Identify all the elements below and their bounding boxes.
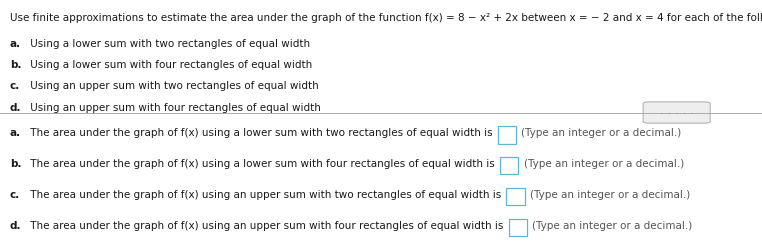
Text: Use finite approximations to estimate the area under the graph of the function f: Use finite approximations to estimate th… (10, 13, 762, 23)
Text: Using a lower sum with four rectangles of equal width: Using a lower sum with four rectangles o… (27, 60, 312, 70)
Text: a.: a. (10, 39, 21, 49)
Text: Using an upper sum with two rectangles of equal width: Using an upper sum with two rectangles o… (27, 81, 319, 91)
Text: Using a lower sum with two rectangles of equal width: Using a lower sum with two rectangles of… (27, 39, 310, 49)
Text: . . . . .: . . . . . (660, 110, 693, 115)
Text: The area under the graph of f(x) using an upper sum with four rectangles of equa: The area under the graph of f(x) using a… (27, 221, 506, 231)
FancyBboxPatch shape (500, 157, 518, 174)
Text: c.: c. (10, 81, 20, 91)
Text: The area under the graph of f(x) using a lower sum with four rectangles of equal: The area under the graph of f(x) using a… (27, 159, 498, 169)
Text: (Type an integer or a decimal.): (Type an integer or a decimal.) (532, 221, 693, 231)
Text: The area under the graph of f(x) using an upper sum with two rectangles of equal: The area under the graph of f(x) using a… (27, 190, 504, 200)
Text: a.: a. (10, 128, 21, 138)
Text: b.: b. (10, 159, 21, 169)
Text: c.: c. (10, 190, 20, 200)
FancyBboxPatch shape (508, 219, 527, 236)
FancyBboxPatch shape (507, 188, 525, 205)
Text: The area under the graph of f(x) using a lower sum with two rectangles of equal : The area under the graph of f(x) using a… (27, 128, 495, 138)
Text: d.: d. (10, 221, 21, 231)
Text: b.: b. (10, 60, 21, 70)
Text: Using an upper sum with four rectangles of equal width: Using an upper sum with four rectangles … (27, 103, 321, 113)
Text: (Type an integer or a decimal.): (Type an integer or a decimal.) (530, 190, 690, 200)
Text: d.: d. (10, 103, 21, 113)
FancyBboxPatch shape (643, 102, 710, 123)
Text: (Type an integer or a decimal.): (Type an integer or a decimal.) (523, 159, 684, 169)
Text: (Type an integer or a decimal.): (Type an integer or a decimal.) (521, 128, 682, 138)
FancyBboxPatch shape (498, 126, 516, 144)
